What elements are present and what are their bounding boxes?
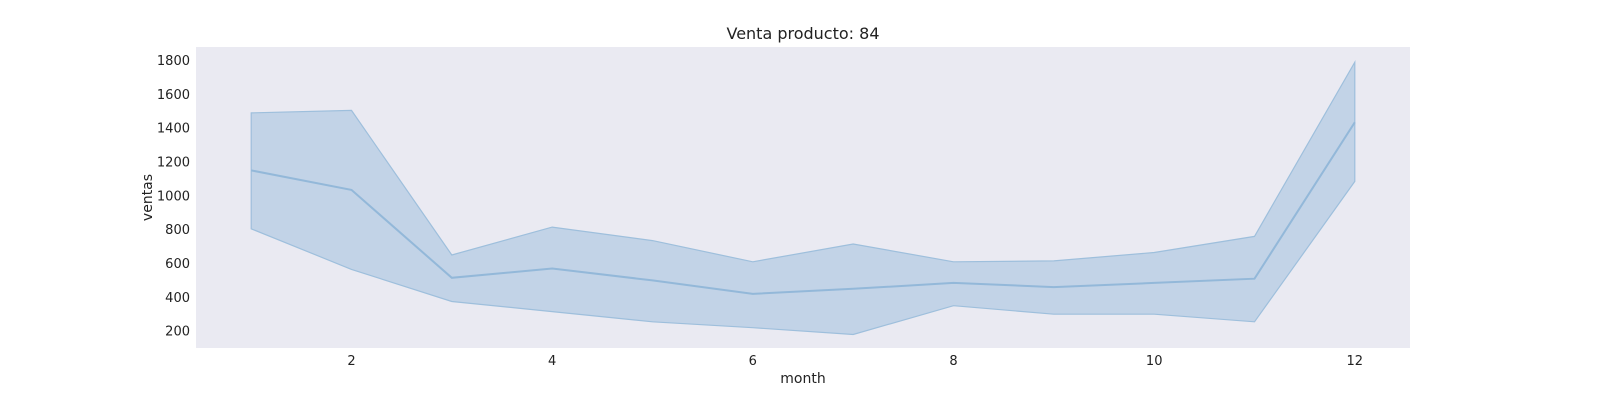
y-axis-ticks: 200 400 600 800 1000 1200 1400 1600 1800	[157, 54, 190, 340]
x-tick-label: 12	[1347, 354, 1364, 369]
series-line	[251, 121, 1356, 295]
data-point	[1353, 120, 1357, 124]
x-tick-label: 10	[1146, 354, 1163, 369]
data-point	[450, 276, 454, 280]
x-axis-ticks: 2 4 6 8 10 12	[347, 354, 1363, 369]
data-point	[851, 287, 855, 291]
x-tick-label: 8	[949, 354, 957, 369]
data-point	[1152, 281, 1156, 285]
y-tick-label: 400	[165, 291, 190, 306]
y-tick-label: 800	[165, 223, 190, 238]
series-line-layer	[249, 120, 1357, 296]
confidence-band-layer	[250, 59, 1356, 336]
data-point	[550, 267, 554, 271]
chart-title: Venta producto: 84	[726, 24, 879, 43]
y-tick-label: 1800	[157, 54, 190, 69]
y-tick-label: 200	[165, 325, 190, 340]
x-tick-label: 4	[548, 354, 556, 369]
data-point	[1253, 277, 1257, 281]
y-tick-label: 1600	[157, 88, 190, 103]
data-point	[350, 188, 354, 192]
y-tick-label: 1000	[157, 189, 190, 204]
data-point	[952, 281, 956, 285]
x-tick-label: 2	[347, 354, 355, 369]
data-point	[751, 292, 755, 296]
data-point	[249, 168, 253, 172]
confidence-band	[250, 59, 1356, 336]
x-axis-label: month	[780, 371, 825, 387]
y-tick-label: 600	[165, 257, 190, 272]
data-point	[1052, 285, 1056, 289]
data-point	[651, 278, 655, 282]
y-axis-label: ventas	[140, 174, 156, 221]
y-tick-label: 1400	[157, 122, 190, 137]
x-tick-label: 6	[749, 354, 757, 369]
y-tick-label: 1200	[157, 156, 190, 171]
